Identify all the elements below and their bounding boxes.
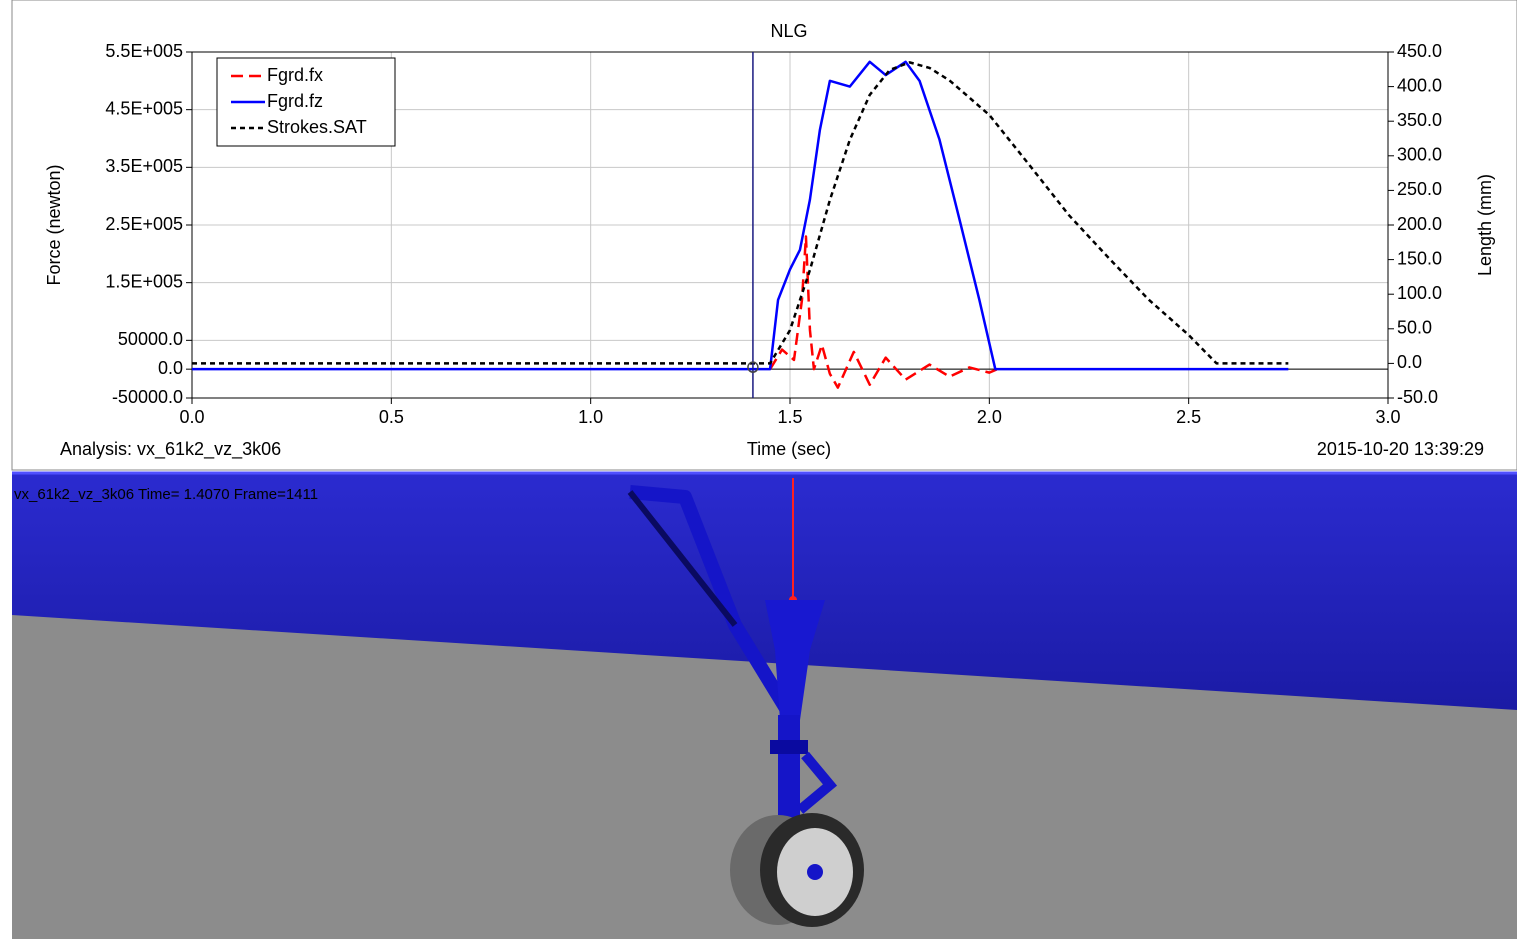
y-tick-label: 1.5E+005: [105, 271, 183, 291]
y-tick-label: 5.5E+005: [105, 41, 183, 61]
x-axis-label: Time (sec): [747, 439, 831, 459]
legend-label: Fgrd.fx: [267, 65, 323, 85]
chart-title: NLG: [770, 21, 807, 41]
x-tick-label: 3.0: [1375, 407, 1400, 427]
legend-label: Fgrd.fz: [267, 91, 323, 111]
y2-tick-label: -50.0: [1397, 387, 1438, 407]
y-tick-label: -50000.0: [112, 387, 183, 407]
y-tick-label: 50000.0: [118, 329, 183, 349]
x-tick-label: 0.5: [379, 407, 404, 427]
y2-tick-label: 100.0: [1397, 283, 1442, 303]
y-tick-label: 2.5E+005: [105, 214, 183, 234]
timestamp: 2015-10-20 13:39:29: [1317, 439, 1484, 459]
y-axis-label: Force (newton): [44, 164, 64, 285]
screen: vx_61k2_vz_3k06 Time= 1.4070 Frame=1411 …: [0, 0, 1517, 939]
y-tick-label: 0.0: [158, 358, 183, 378]
y2-tick-label: 50.0: [1397, 318, 1432, 338]
page: vx_61k2_vz_3k06 Time= 1.4070 Frame=1411 …: [0, 0, 1517, 939]
x-tick-label: 2.5: [1176, 407, 1201, 427]
x-tick-label: 2.0: [977, 407, 1002, 427]
y2-tick-label: 250.0: [1397, 179, 1442, 199]
y-tick-label: 4.5E+005: [105, 98, 183, 118]
y2-tick-label: 150.0: [1397, 248, 1442, 268]
x-tick-label: 1.5: [777, 407, 802, 427]
y2-tick-label: 0.0: [1397, 352, 1422, 372]
y2-tick-label: 400.0: [1397, 75, 1442, 95]
y2-tick-label: 300.0: [1397, 145, 1442, 165]
x-tick-label: 1.0: [578, 407, 603, 427]
x-tick-label: 0.0: [179, 407, 204, 427]
y2-axis-label: Length (mm): [1475, 174, 1495, 276]
y2-tick-label: 200.0: [1397, 214, 1442, 234]
legend-label: Strokes.SAT: [267, 117, 367, 137]
y2-tick-label: 450.0: [1397, 41, 1442, 61]
y-tick-label: 3.5E+005: [105, 156, 183, 176]
analysis-label: Analysis: vx_61k2_vz_3k06: [60, 439, 281, 460]
y2-tick-label: 350.0: [1397, 110, 1442, 130]
view-label: vx_61k2_vz_3k06 Time= 1.4070 Frame=1411: [14, 486, 318, 503]
